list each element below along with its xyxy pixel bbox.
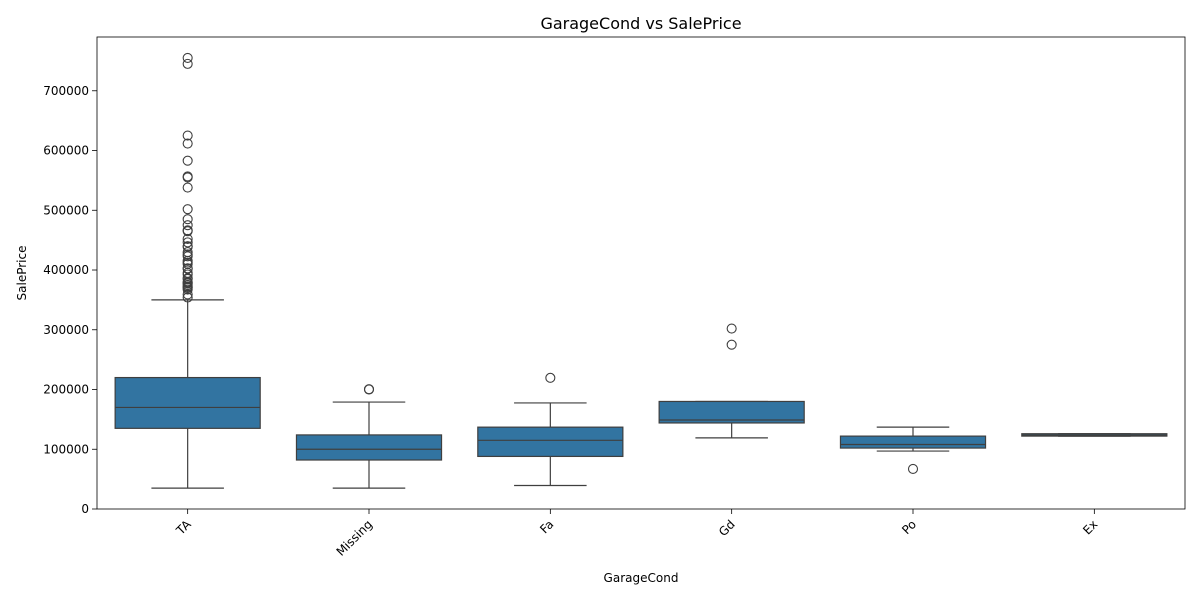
y-tick-label: 300000 (43, 323, 89, 337)
outlier-point (182, 214, 193, 225)
outlier-point (182, 233, 193, 245)
box-iqr (477, 426, 624, 458)
outlier-point (182, 220, 193, 231)
box-iqr (295, 434, 443, 461)
box-group-missing (295, 384, 443, 489)
outlier-point (182, 172, 193, 183)
plot-area (114, 52, 1168, 489)
outlier-point (726, 339, 737, 350)
outlier-point (182, 289, 193, 300)
y-axis-label: SalePrice (15, 246, 29, 301)
outlier-point (182, 226, 193, 237)
box-iqr (114, 376, 261, 429)
y-tick-label: 0 (81, 502, 89, 516)
outlier-point (182, 138, 193, 149)
outlier-point (182, 204, 193, 215)
outlier-point (545, 372, 556, 383)
outlier-point (726, 323, 737, 334)
box-iqr (658, 400, 805, 424)
y-tick-label: 100000 (43, 442, 89, 456)
outlier-point (182, 284, 193, 295)
outlier-point (182, 130, 193, 141)
outlier-point (182, 292, 193, 303)
plot-frame (96, 36, 1186, 510)
box-group-ta (114, 52, 261, 489)
box-group-fa (477, 372, 624, 487)
y-tick-label: 500000 (43, 203, 89, 217)
y-tick-label: 200000 (43, 383, 89, 397)
outlier-point (182, 182, 193, 193)
outlier-point (182, 52, 193, 63)
outlier-point (363, 384, 375, 395)
box-group-gd (658, 323, 805, 439)
chart-title: GarageCond vs SalePrice (540, 14, 741, 33)
outlier-point (182, 251, 193, 262)
y-axis: 0 100000 200000 300000 400000 500000 600000 700… (43, 84, 97, 516)
outlier-point (907, 463, 919, 475)
box-iqr (839, 435, 987, 449)
x-axis-label: GarageCond (604, 571, 679, 585)
y-tick-label: 400000 (43, 263, 89, 277)
box-group-po (839, 426, 987, 475)
box-group-ex (1021, 433, 1168, 437)
outlier-point (182, 237, 193, 248)
y-tick-label: 600000 (43, 144, 89, 158)
outlier-point (182, 155, 193, 166)
y-tick-label: 700000 (43, 84, 89, 98)
outlier-point (182, 58, 193, 69)
